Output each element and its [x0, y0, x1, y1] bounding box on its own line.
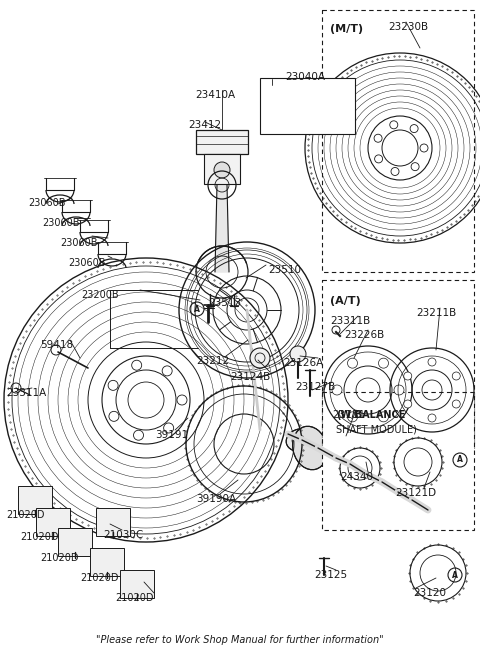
Text: 23212: 23212	[196, 356, 229, 366]
Circle shape	[290, 346, 306, 362]
Text: SHAFT MODULE): SHAFT MODULE)	[336, 424, 417, 434]
Circle shape	[391, 168, 399, 176]
Text: 23060B: 23060B	[28, 198, 65, 208]
Text: 39191: 39191	[155, 430, 188, 440]
Text: A: A	[194, 305, 200, 314]
Text: 23060B: 23060B	[60, 238, 97, 248]
Circle shape	[214, 162, 230, 178]
Circle shape	[394, 385, 404, 395]
Text: 23200B: 23200B	[81, 290, 119, 300]
Circle shape	[404, 400, 412, 408]
Text: 23125: 23125	[314, 570, 347, 580]
Circle shape	[452, 372, 460, 380]
Circle shape	[108, 381, 118, 390]
Ellipse shape	[360, 462, 396, 506]
Bar	[90, 548, 124, 576]
Circle shape	[428, 358, 436, 366]
Bar	[322, 280, 474, 448]
Circle shape	[379, 358, 388, 368]
Ellipse shape	[293, 426, 327, 470]
Ellipse shape	[390, 483, 418, 505]
Text: 23410A: 23410A	[195, 90, 235, 100]
Text: (W/BALANCE: (W/BALANCE	[336, 410, 406, 420]
Text: 21020D: 21020D	[40, 553, 79, 563]
Circle shape	[420, 144, 428, 152]
Text: 23127B: 23127B	[295, 382, 335, 392]
Circle shape	[348, 412, 358, 422]
Text: 21020D: 21020D	[115, 593, 154, 603]
Bar	[322, 392, 474, 530]
Circle shape	[250, 348, 270, 368]
Circle shape	[374, 134, 382, 142]
Bar	[196, 130, 248, 154]
Polygon shape	[215, 185, 229, 272]
Circle shape	[452, 400, 460, 408]
Text: 24340: 24340	[340, 472, 373, 482]
Text: 23126A: 23126A	[283, 358, 323, 368]
Bar	[58, 528, 92, 556]
Circle shape	[109, 411, 119, 421]
Bar	[36, 508, 70, 536]
Circle shape	[428, 414, 436, 422]
Text: 23121D: 23121D	[395, 488, 436, 498]
Circle shape	[164, 423, 174, 433]
Text: 23412: 23412	[189, 120, 222, 130]
Circle shape	[348, 358, 358, 368]
Bar	[260, 78, 355, 134]
Ellipse shape	[326, 444, 361, 488]
Text: 23124B: 23124B	[230, 372, 270, 382]
Circle shape	[379, 412, 388, 422]
Bar	[322, 10, 474, 272]
Circle shape	[132, 360, 142, 370]
Text: "Please refer to Work Shop Manual for further information": "Please refer to Work Shop Manual for fu…	[96, 635, 384, 645]
Text: 39190A: 39190A	[196, 494, 236, 504]
Circle shape	[332, 385, 342, 395]
Circle shape	[374, 155, 383, 163]
Ellipse shape	[356, 465, 384, 487]
Text: (A/T): (A/T)	[330, 296, 361, 306]
Text: (M/T): (M/T)	[330, 24, 363, 34]
Text: 23230B: 23230B	[388, 22, 428, 32]
Text: A: A	[457, 455, 463, 464]
Circle shape	[390, 121, 398, 129]
Text: 23226B: 23226B	[344, 330, 384, 340]
Ellipse shape	[286, 429, 314, 451]
Bar	[18, 486, 52, 514]
Text: 23120: 23120	[413, 588, 446, 598]
Text: 23111: 23111	[332, 410, 365, 420]
Circle shape	[410, 124, 418, 132]
Text: 59418: 59418	[40, 340, 73, 350]
Text: 23060B: 23060B	[42, 218, 80, 228]
Circle shape	[177, 395, 187, 405]
Text: 23040A: 23040A	[285, 72, 325, 82]
Bar	[96, 508, 130, 536]
Text: 23513: 23513	[208, 298, 241, 308]
Bar	[120, 570, 154, 598]
Circle shape	[404, 372, 412, 380]
Text: 23060B: 23060B	[68, 258, 106, 268]
Circle shape	[411, 162, 419, 171]
Bar	[204, 154, 240, 184]
Text: A: A	[452, 571, 458, 580]
Text: 23211B: 23211B	[416, 308, 456, 318]
Circle shape	[162, 366, 172, 376]
Text: 21020D: 21020D	[20, 532, 59, 542]
Text: 21020D: 21020D	[6, 510, 45, 520]
Text: 23311B: 23311B	[330, 316, 370, 326]
Ellipse shape	[322, 447, 350, 469]
Text: 21020D: 21020D	[80, 573, 119, 583]
Circle shape	[133, 430, 144, 440]
Text: 23510: 23510	[268, 265, 301, 275]
Text: 23311A: 23311A	[6, 388, 46, 398]
Text: 21030C: 21030C	[103, 530, 143, 540]
